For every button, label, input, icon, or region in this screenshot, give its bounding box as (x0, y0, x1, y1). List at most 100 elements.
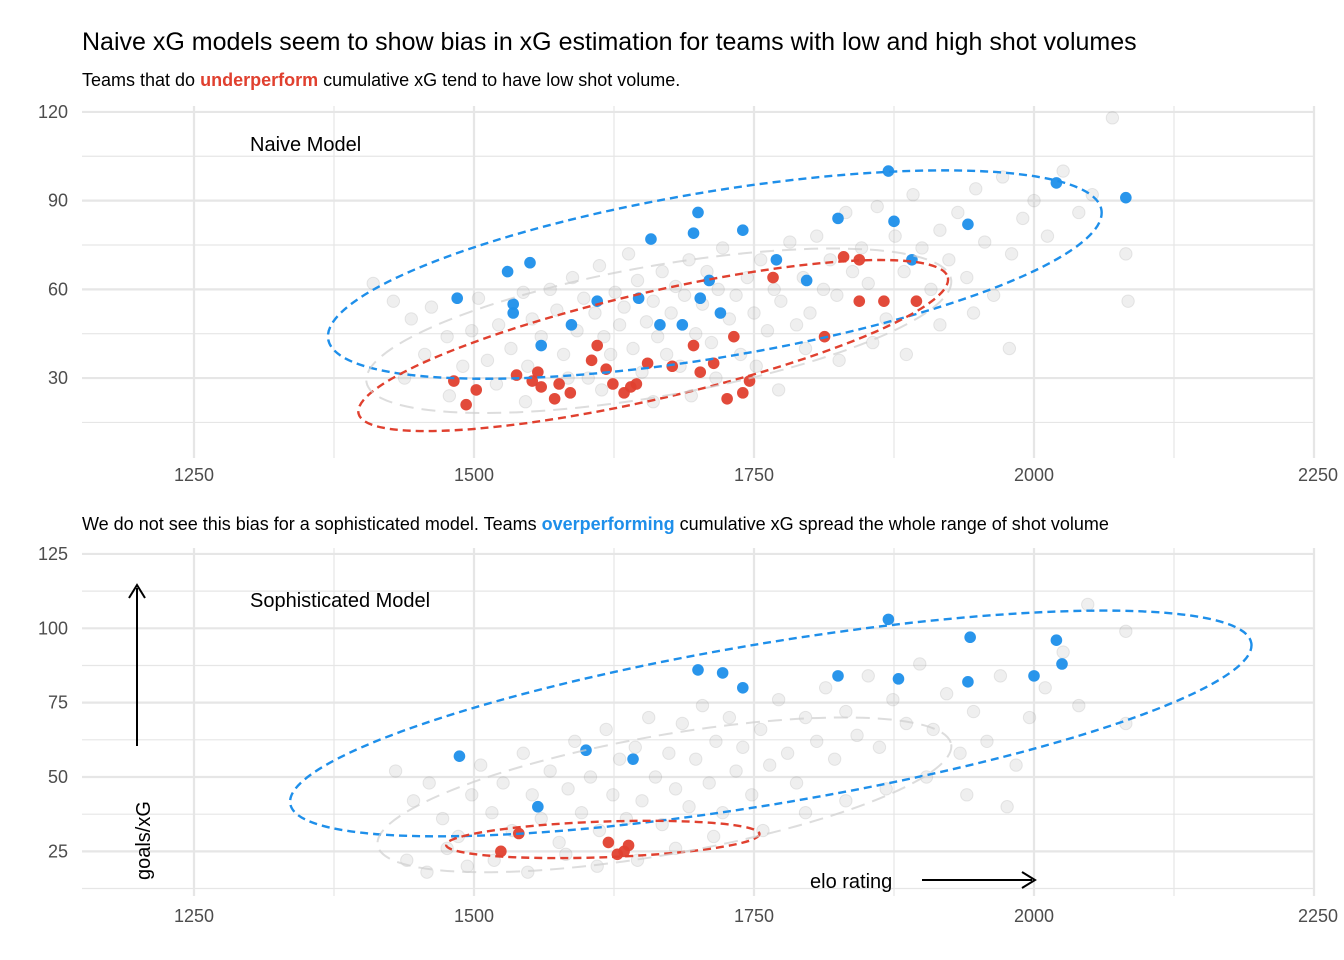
x-tick-label: 1250 (174, 906, 214, 926)
point-overperform (645, 233, 657, 245)
point-underperform (553, 378, 565, 390)
point-other (642, 710, 656, 725)
point-overperform (687, 227, 700, 239)
point-other (789, 318, 804, 332)
point-underperform (470, 384, 483, 396)
point-overperform (692, 206, 704, 219)
point-other (619, 811, 634, 826)
point-other (543, 764, 557, 778)
point-overperform (716, 667, 729, 679)
point-overperform (737, 681, 749, 694)
point-other (518, 395, 533, 409)
point-other (899, 347, 914, 362)
ellipse-other (376, 716, 953, 874)
point-other (966, 704, 981, 719)
point-other (745, 788, 759, 802)
point-other (521, 865, 535, 879)
point-other (798, 341, 813, 356)
point-other (879, 782, 893, 796)
point-overperform (737, 224, 749, 237)
point-overperform (565, 319, 578, 331)
point-other (465, 788, 479, 802)
point-other (861, 669, 875, 683)
point-other (839, 794, 853, 808)
subtitle-bottom-highlight: overperforming (542, 514, 675, 534)
point-underperform (767, 271, 779, 284)
point-other (608, 285, 622, 300)
point-overperform (654, 319, 666, 331)
point-other (574, 805, 589, 820)
point-other (606, 788, 620, 802)
point-other (771, 692, 786, 707)
point-other (1022, 710, 1037, 725)
y-tick-label: 120 (38, 102, 68, 122)
ylabel-arrow-head (128, 583, 146, 599)
point-other (1121, 294, 1135, 308)
point-overperform (703, 274, 715, 287)
point-underperform (737, 387, 749, 399)
point-other (1072, 205, 1086, 220)
point-other (854, 241, 869, 255)
point-other (630, 273, 645, 288)
subtitle-top-part-1: Teams that do (82, 70, 200, 90)
point-other (706, 829, 721, 844)
point-other (913, 657, 927, 671)
point-other (774, 294, 788, 308)
point-other (568, 734, 582, 749)
point-underperform (460, 398, 472, 411)
point-other (504, 341, 518, 356)
point-other (612, 752, 627, 766)
point-other (1000, 800, 1014, 814)
point-other (592, 258, 607, 273)
point-other (650, 329, 665, 344)
point-other (617, 300, 631, 314)
point-other (897, 264, 911, 279)
y-tick-label: 90 (48, 191, 68, 211)
x-tick-label: 1750 (734, 465, 774, 485)
point-other (583, 770, 598, 784)
point-other (1105, 111, 1120, 125)
point-other (597, 329, 611, 344)
point-overperform (770, 253, 783, 266)
point-other (729, 764, 743, 778)
point-other (1056, 164, 1070, 178)
point-other (516, 285, 530, 300)
point-other (832, 353, 846, 368)
ellipse-underperform (444, 819, 761, 860)
point-other (818, 681, 833, 695)
point-underperform (564, 387, 577, 399)
point-other (465, 324, 479, 338)
y-tick-label: 125 (38, 544, 68, 564)
point-other (736, 740, 750, 754)
point-other (594, 383, 609, 397)
xlabel-arrow-head (1021, 871, 1037, 889)
point-other (435, 811, 450, 826)
point-other (780, 746, 795, 760)
panel-label: Naive Model (250, 134, 361, 156)
point-other (521, 359, 535, 373)
point-other (1009, 758, 1023, 772)
point-other (424, 300, 439, 314)
point-other (870, 199, 884, 214)
point-other (480, 353, 495, 368)
panel-sophisticated: 1250 1500 1750 2000 2250 25 50 75 100 125 Sophisti… (38, 544, 1338, 926)
point-other (440, 329, 454, 344)
x-tick-label: 1500 (454, 906, 494, 926)
point-other (695, 698, 710, 713)
point-overperform (882, 165, 895, 177)
point-overperform (453, 750, 466, 762)
point-other (969, 182, 983, 196)
point-other (747, 306, 761, 320)
point-other (639, 315, 654, 329)
point-other (386, 294, 401, 308)
point-overperform (1050, 177, 1063, 189)
point-underperform (548, 392, 561, 405)
point-other (628, 740, 642, 754)
x-tick-label: 2000 (1014, 906, 1054, 926)
point-overperform (1028, 670, 1040, 682)
subtitle-bottom-part-2: cumulative xG spread the whole range of … (675, 514, 1109, 534)
point-other (888, 229, 902, 243)
point-other (816, 282, 831, 297)
subtitle-top: Teams that do underperform cumulative xG… (82, 70, 680, 90)
ellipse-other (365, 247, 953, 414)
